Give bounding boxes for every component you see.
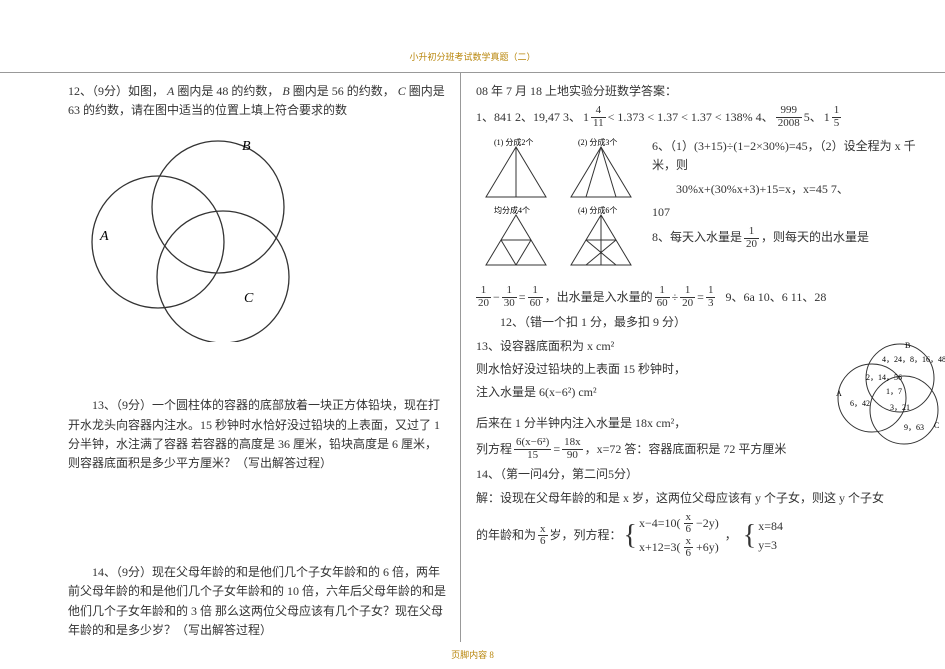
a6-text: 6、（1）(3+15)÷(1−2×30%)=45，（2）设全程为 x 千米，则 (652, 137, 926, 175)
triangles-and-a6: (1) 分成2个 (2) 分成3个 均分成4个 (4) 分成6个 6、（1）(3… (476, 133, 926, 281)
a14-mid: 岁，列方程： (550, 526, 622, 545)
tri-lab4: (4) 分成6个 (578, 205, 617, 215)
venn-diagram: A B C (78, 132, 308, 342)
a14-l1: 14、（第一问4分，第二问5分） (476, 465, 926, 484)
q12-B: B (282, 84, 289, 98)
answer-title: 08 年 7 月 18 上地实验分班数学答案： (476, 82, 926, 101)
q12-label: 12、（9分）如图， (68, 84, 164, 98)
a14-l3: 的年龄和为 x6 岁，列方程： { x−4=10( x6 −2y) x+12=3… (476, 512, 926, 560)
a8: 8、每天入水量是 1 20 ，则每天的出水量是 (652, 226, 926, 250)
a13-pre: 列方程 (476, 440, 512, 459)
a8b-text: ，出水量是入水量的 (545, 288, 653, 307)
q12-t2: 圈内是 56 的约数， (293, 84, 395, 98)
a8-mid: ，则每天的出水量是 (761, 228, 869, 247)
left-column: 12、（9分）如图， A 圈内是 48 的约数， B 圈内是 56 的约数， C… (68, 78, 448, 644)
a14-system2: { x=84 y=3 (743, 517, 783, 555)
a14-pre: 的年龄和为 (476, 526, 536, 545)
right-column: 08 年 7 月 18 上地实验分班数学答案： 1、841 2、19,47 3、… (476, 78, 926, 564)
q14-text: 14、（9分）现在父母年龄的和是他们几个子女年龄和的 6 倍，两年前父母年龄的和… (68, 563, 448, 640)
a8-frac: 1 20 (744, 226, 759, 250)
a1-frac2: 999 2008 (776, 105, 802, 129)
a8b: 120 − 130 = 160 ，出水量是入水量的 160 ÷ 120 = 13… (476, 285, 926, 309)
q12-C: C (398, 84, 406, 98)
a1-whole: 1 (583, 108, 589, 127)
a14-l2: 解：设现在父母年龄的和是 x 岁，这两位父母应该有 y 个子女，则这 y 个子女 (476, 489, 926, 508)
a13-l3: 注入水量是 6(x−6²) cm² (476, 383, 726, 402)
q13-text: 13、（9分）一个圆柱体的容器的底部放着一块正方体铅块，现在打开水龙头向容器内注… (68, 396, 448, 473)
a7: 107 (652, 203, 926, 222)
page-footer: 页脚内容 8 (0, 648, 945, 661)
a1-prefix: 1、841 2、19,47 3、 (476, 108, 581, 127)
svg-text:1，7: 1，7 (886, 387, 902, 396)
svg-text:A: A (99, 229, 109, 244)
answer-1: 1、841 2、19,47 3、 1 4 11 < 1.373 < 1.37 <… (476, 105, 926, 129)
venn-small: B A C 4，24，8，16，48 2，14，56 1，7 6，42 3，21… (830, 338, 945, 452)
svg-text:A: A (836, 389, 842, 398)
tri-lab3: 均分成4个 (494, 205, 530, 215)
a1-suf: 5、 (804, 108, 822, 127)
q12-t1: 圈内是 48 的约数， (177, 84, 279, 98)
svg-text:6，42: 6，42 (850, 399, 870, 408)
a14-system1: { x−4=10( x6 −2y) x+12=3( x6 +6y) (624, 512, 719, 560)
a13-post: ，x=72 答：容器底面积是 72 平方厘米 (585, 440, 787, 459)
page-header: 小升初分班考试数学真题（二） (0, 50, 945, 63)
svg-text:2，14，56: 2，14，56 (866, 373, 902, 382)
a1-whole3: 1 (824, 108, 830, 127)
a8-pre: 8、每天入水量是 (652, 228, 742, 247)
a12: 12、（错一个扣 1 分，最多扣 9 分） (476, 313, 926, 332)
a1-frac3: 1 5 (832, 105, 842, 129)
tri-lab2: (2) 分成3个 (578, 137, 617, 147)
a13-l2: 则水恰好没过铅块的上表面 15 秒钟时， (476, 360, 726, 379)
svg-text:B: B (905, 341, 910, 350)
svg-text:9，63: 9，63 (904, 423, 924, 432)
a9: 9、6a 10、6 11、28 (725, 288, 826, 307)
svg-text:3，21: 3，21 (890, 403, 910, 412)
vertical-divider (460, 72, 461, 642)
a13-l1: 13、设容器底面积为 x cm² (476, 337, 726, 356)
tri-lab1: (1) 分成2个 (494, 137, 533, 147)
svg-text:C: C (244, 291, 254, 306)
a1-frac: 4 11 (591, 105, 606, 129)
triangles-diagram: (1) 分成2个 (2) 分成3个 均分成4个 (4) 分成6个 (476, 137, 646, 277)
a1-mid: < 1.373 < 1.37 < 1.37 < 138% 4、 (608, 108, 774, 127)
divider (0, 72, 945, 73)
a6-eq: 30%x+(30%x+3)+15=x，x=45 7、 (652, 180, 926, 199)
q12-text: 12、（9分）如图， A 圈内是 48 的约数， B 圈内是 56 的约数， C… (68, 82, 448, 120)
q12-A: A (167, 84, 174, 98)
svg-text:4，24，8，16，48: 4，24，8，16，48 (882, 355, 945, 364)
svg-text:C: C (934, 421, 939, 430)
svg-text:B: B (242, 139, 251, 154)
